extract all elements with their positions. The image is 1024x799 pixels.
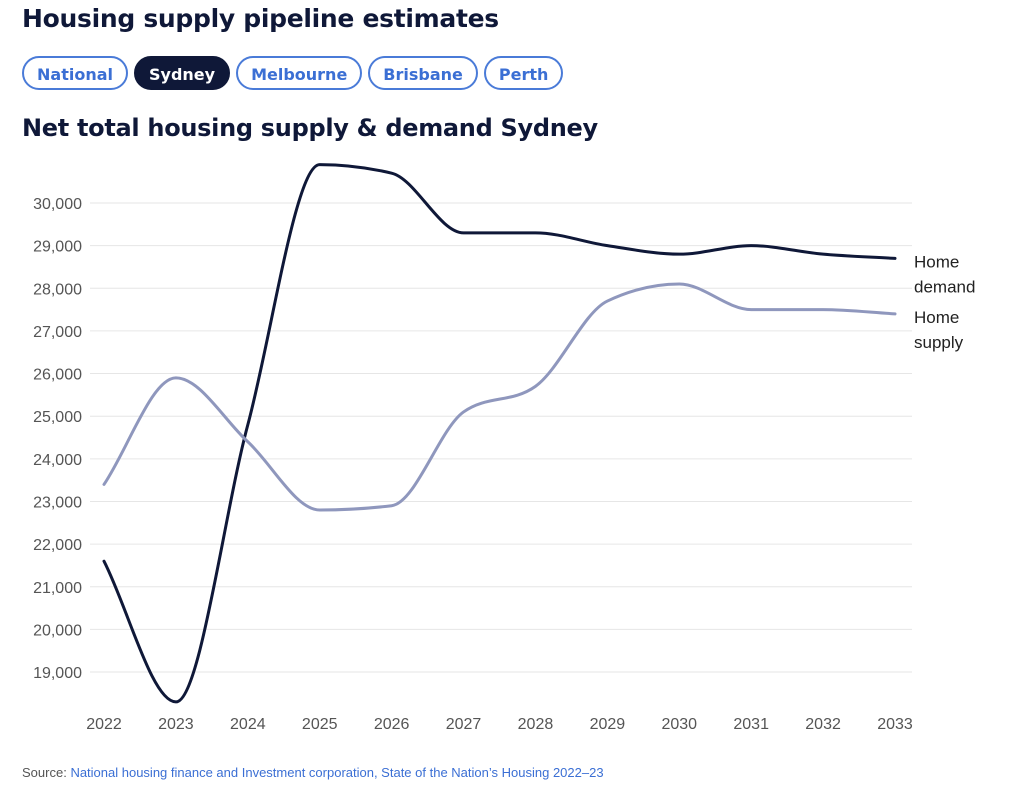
x-tick-label: 2033 — [877, 716, 913, 733]
source-link[interactable]: National housing finance and Investment … — [70, 765, 604, 780]
tab-national[interactable]: National — [22, 56, 128, 90]
y-tick-label: 24,000 — [33, 452, 82, 469]
x-tick-label: 2026 — [374, 716, 410, 733]
series-label: demand — [914, 277, 975, 296]
x-tick-label: 2023 — [158, 716, 194, 733]
x-tick-label: 2029 — [590, 716, 626, 733]
source-prefix: Source: — [22, 765, 67, 780]
line-chart: 19,000 20,000 21,000 22,000 23,000 24,000 25,0… — [33, 163, 975, 733]
page-title: Housing supply pipeline estimates — [22, 4, 499, 33]
y-tick-label: 22,000 — [33, 537, 82, 554]
y-tick-label: 30,000 — [33, 196, 82, 213]
x-tick-label: 2031 — [733, 716, 769, 733]
y-tick-label: 20,000 — [33, 622, 82, 639]
y-tick-label: 21,000 — [33, 580, 82, 597]
tab-sydney[interactable]: Sydney — [133, 56, 231, 90]
series-label: Home — [914, 308, 959, 327]
x-tick-label: 2027 — [446, 716, 482, 733]
y-tick-label: 25,000 — [33, 409, 82, 426]
y-tick-label: 26,000 — [33, 367, 82, 384]
tab-brisbane[interactable]: Brisbane — [368, 56, 478, 90]
x-tick-label: 2022 — [86, 716, 122, 733]
y-tick-label: 29,000 — [33, 239, 82, 256]
y-tick-label: 23,000 — [33, 494, 82, 511]
x-tick-label: 2032 — [805, 716, 841, 733]
x-tick-label: 2025 — [302, 716, 338, 733]
tab-perth[interactable]: Perth — [483, 56, 564, 90]
x-tick-label: 2024 — [230, 716, 266, 733]
chart-title: Net total housing supply & demand Sydney — [22, 114, 598, 142]
series-line-demand — [102, 163, 897, 704]
series-label: Home — [914, 252, 959, 271]
y-tick-label: 19,000 — [33, 665, 82, 682]
y-tick-label: 28,000 — [33, 281, 82, 298]
series-label: supply — [914, 333, 964, 352]
source-note: Source: National housing finance and Inv… — [22, 765, 604, 780]
x-tick-label: 2028 — [518, 716, 554, 733]
series-line-supply — [102, 282, 897, 512]
city-tabs: National Sydney Melbourne Brisbane Perth — [22, 56, 564, 90]
x-tick-label: 2030 — [661, 716, 697, 733]
tab-melbourne[interactable]: Melbourne — [236, 56, 363, 90]
y-tick-label: 27,000 — [33, 324, 82, 341]
